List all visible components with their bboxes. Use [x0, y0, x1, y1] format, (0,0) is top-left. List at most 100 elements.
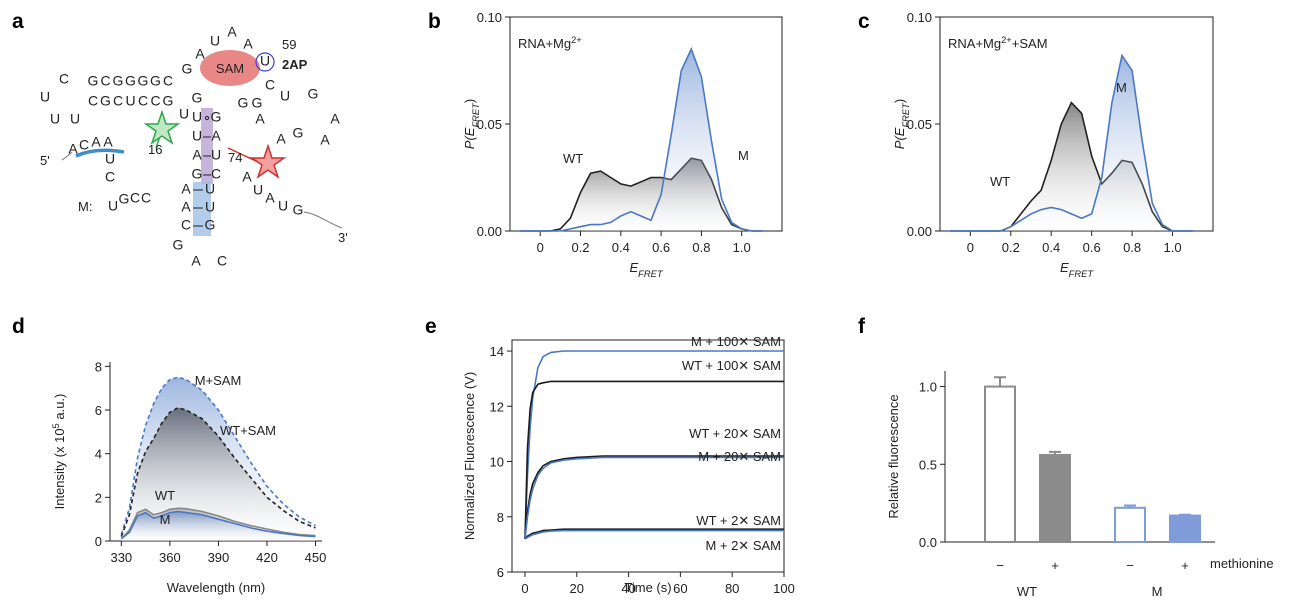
label-part: Wavelength (nm) [167, 580, 266, 595]
x-tick-label: − [996, 558, 1004, 573]
diagram-label: SAM [216, 61, 244, 76]
y-tick-label: 0 [95, 534, 102, 549]
diagram-label: 2AP [282, 57, 308, 72]
y-tick-label: 2 [95, 490, 102, 505]
x-axis-label: EFRET [1060, 260, 1094, 279]
y-axis-label: P(EFRET) [892, 99, 911, 149]
bar [1039, 453, 1071, 544]
label-part: Intensity (x 10 [52, 428, 67, 509]
nucleotide-segment: GAC [173, 237, 228, 269]
x-axis-label: Time (s) [624, 580, 671, 595]
series-label: M [1116, 80, 1127, 95]
label-part: +SAM [1012, 36, 1048, 51]
category-axis-label: methionine [1210, 556, 1274, 571]
x-tick-label: + [1051, 558, 1059, 573]
y-tick-label: 0.5 [919, 457, 937, 472]
five-prime-tail [61, 151, 73, 161]
x-tick-label: 0.8 [692, 240, 710, 255]
label-part: a.u.) [52, 394, 67, 424]
y-tick-label: 14 [490, 344, 504, 359]
series-line [524, 456, 784, 539]
y-tick-label: 8 [95, 359, 102, 374]
label-part: 5 [51, 423, 61, 428]
y-tick-label: 6 [95, 403, 102, 418]
x-tick-label: 60 [673, 581, 687, 596]
nucleotide-segment: GCGGGGC [88, 73, 174, 89]
bar [1114, 506, 1146, 543]
label-part: ) [462, 99, 477, 103]
y-tick-label: 0.10 [477, 10, 502, 25]
series-label: M+SAM [195, 373, 242, 388]
diagram-label: 16 [148, 142, 162, 157]
x-tick-label: 0.2 [1002, 240, 1020, 255]
bar [984, 385, 1016, 543]
x-axis-label: Wavelength (nm) [167, 580, 266, 595]
label-part: 2+ [1001, 35, 1012, 45]
y-tick-label: 6 [497, 565, 504, 580]
x-tick-label: − [1126, 558, 1134, 573]
series-label: M [738, 148, 749, 163]
label-part: FRET [638, 269, 664, 279]
diagram-label: 3' [338, 230, 348, 245]
series-label: WT + 20✕ SAM [689, 426, 781, 441]
label-part: FRET [1069, 269, 1095, 279]
panel-label: c [858, 10, 870, 33]
label-part: E [1060, 260, 1069, 275]
x-tick-label: 40 [621, 581, 635, 596]
nucleotide-segment: UUAG [192, 109, 203, 182]
purple-box [201, 108, 213, 184]
y-tick-label: 0.05 [477, 117, 502, 132]
y-tick-label: 10 [490, 455, 504, 470]
x-tick-label: 0.6 [652, 240, 670, 255]
label-part: E [629, 260, 638, 275]
probe-circle [255, 52, 275, 72]
nucleotide-segment: U [260, 53, 270, 69]
donor-star [143, 109, 181, 145]
label-part: Relative fluorescence [886, 394, 901, 518]
group-label: M [1152, 584, 1163, 599]
x-tick-label: + [1181, 558, 1189, 573]
nucleotide-segment: CUGAAGA [265, 77, 340, 148]
nucleotide-segment: GGA [238, 95, 266, 127]
panel-label: a [12, 10, 24, 33]
area-fill [520, 49, 762, 231]
nucleotide-segment: CGCUCCG [88, 93, 174, 109]
x-tick-label: 420 [256, 550, 278, 565]
series-label: WT [563, 151, 583, 166]
series-line [120, 510, 316, 540]
series-label: M [160, 512, 171, 527]
label-part: RNA+Mg [948, 36, 1001, 51]
x-tick-label: 80 [725, 581, 739, 596]
y-tick-label: 0.05 [907, 117, 932, 132]
mutation-arc [75, 148, 125, 158]
bar [1169, 514, 1201, 544]
nucleotide-segment: UGCC [108, 190, 151, 214]
x-tick-label: 1.0 [733, 240, 751, 255]
series-line [524, 380, 784, 539]
diagram-label: 5' [40, 153, 50, 168]
panel-label: d [12, 315, 25, 338]
y-tick-label: 8 [497, 510, 504, 525]
nucleotide-segment: AAC [181, 181, 191, 233]
x-tick-label: 100 [773, 581, 795, 596]
series-line [120, 507, 316, 540]
diagram-label: 74 [228, 150, 242, 165]
sam-ellipse [200, 50, 260, 86]
series-label: M + 20✕ SAM [698, 449, 781, 464]
x-tick-label: 0.8 [1123, 240, 1141, 255]
series-line [524, 455, 784, 539]
diagram-label: M: [78, 199, 92, 214]
area-fill [121, 407, 316, 541]
annotation: RNA+Mg2++SAM [948, 35, 1048, 51]
label-part: FRET [901, 102, 911, 128]
nucleotide-segment: UUG [205, 181, 216, 233]
diagram-label: 59 [282, 37, 296, 52]
series-line [524, 528, 784, 540]
nucleotide-segment: UC [40, 71, 69, 105]
y-axis-label: Relative fluorescence [886, 394, 901, 518]
group-label: WT [1017, 584, 1037, 599]
series-line [950, 53, 1193, 232]
x-tick-label: 0.2 [571, 240, 589, 255]
label-part: FRET [471, 102, 481, 128]
x-tick-label: 0.4 [1042, 240, 1060, 255]
